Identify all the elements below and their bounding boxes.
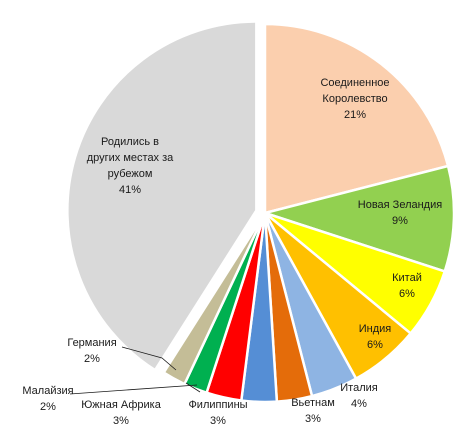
data-labels: Соединенное Королевство 21% Новая Зеландия 9…	[22, 77, 442, 427]
slice-name-line: Соединенное	[320, 77, 389, 89]
pie-slice-новая-зеландия	[260, 164, 456, 273]
leader-line-германия	[121, 346, 177, 371]
slice-name-line: Италия	[340, 382, 378, 394]
pie-slice-родились-в-других-местах-за-рубежом	[66, 20, 258, 372]
data-label-малайзия: Малайзия 2%	[22, 385, 73, 413]
slice-name-line: Королевство	[322, 93, 387, 105]
slice-percent: 2%	[40, 401, 56, 413]
slice-name-line: Малайзия	[22, 385, 73, 397]
data-label-соединенное-королевство: Соединенное Королевство 21%	[320, 77, 389, 121]
leader-line-малайзия	[69, 384, 198, 395]
data-label-италия: Италия 4%	[340, 382, 378, 410]
slice-percent: 3%	[210, 415, 226, 427]
slice-percent: 3%	[113, 415, 129, 427]
slice-name-line: рубежом	[108, 168, 153, 180]
pie-slice-соединенное-королевство	[263, 22, 450, 215]
data-label-вьетнам: Вьетнам 3%	[291, 397, 335, 425]
slice-percent: 21%	[344, 109, 366, 121]
slice-name-line: Вьетнам	[291, 397, 335, 409]
slice-percent: 6%	[399, 288, 415, 300]
slice-percent: 9%	[392, 215, 408, 227]
slice-name-line: Родились в	[101, 136, 159, 148]
slice-name-line: Южная Африка	[81, 399, 162, 411]
slice-percent: 3%	[305, 413, 321, 425]
slice-name-line: Новая Зеландия	[358, 199, 442, 211]
data-label-китай: Китай 6%	[392, 272, 422, 300]
slice-name-line: Индия	[359, 323, 392, 335]
slice-name-line: Германия	[67, 337, 116, 349]
slice-percent: 4%	[351, 398, 367, 410]
slice-name-line: Филиппины	[188, 399, 247, 411]
data-label-родились-в-других-местах-за-рубежом: Родились в других местах за рубежом 41%	[87, 136, 174, 196]
slice-name-line: других местах за	[87, 152, 174, 164]
leader-lines	[69, 346, 201, 395]
data-label-индия: Индия 6%	[359, 323, 392, 351]
data-label-новая-зеландия: Новая Зеландия 9%	[358, 199, 442, 227]
data-label-германия: Германия 2%	[67, 337, 116, 365]
slice-percent: 6%	[367, 339, 383, 351]
slice-percent: 2%	[84, 353, 100, 365]
slice-name-line: Китай	[392, 272, 422, 284]
pie-slice-германия	[162, 212, 267, 386]
pie-slices	[66, 20, 456, 404]
data-label-филиппины: Филиппины 3%	[188, 399, 247, 427]
slice-percent: 41%	[119, 184, 141, 196]
leader-line-южная-африка	[185, 382, 201, 393]
data-label-южная-африка: Южная Африка 3%	[81, 399, 162, 427]
